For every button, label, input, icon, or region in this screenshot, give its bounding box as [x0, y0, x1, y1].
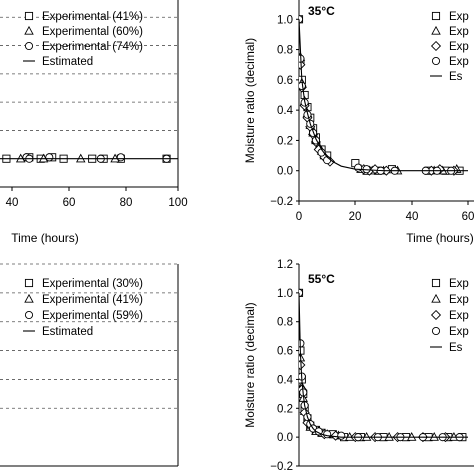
y-tick-label: 0.2	[277, 403, 293, 415]
legend-symbol-triangle	[431, 293, 441, 303]
data-point-circle	[354, 163, 363, 172]
legend-symbol-circle	[24, 41, 34, 51]
panel-title: 55°C	[308, 272, 335, 286]
legend-label: Es	[449, 71, 463, 83]
y-tick-label: 0.8	[277, 317, 293, 329]
y-tick-label: 0.4	[277, 374, 294, 386]
data-point-circle	[323, 430, 332, 439]
data-point-circle	[45, 153, 54, 162]
chart-panel-3: Experimental (30%) Experimental (41%) Expe…	[0, 263, 179, 467]
legend-label: Experimental (59%)	[42, 310, 143, 322]
plot-area	[0, 153, 178, 163]
data-point-circle	[337, 431, 346, 440]
legend-label: Experimental (30%)	[42, 278, 143, 290]
legend-symbol-diamond	[430, 309, 442, 321]
y-tick-label: −0.2	[270, 461, 293, 473]
legend-symbol-square	[431, 278, 441, 288]
data-point-circle	[116, 153, 125, 162]
legend-label: Experimental (41%)	[42, 11, 143, 23]
legend: Experimental (30%) Experimental (41%) Expe…	[23, 278, 143, 338]
x-tick-label: 20	[349, 211, 362, 223]
x-tick-label: 40	[6, 197, 19, 209]
y-tick-label: 0.6	[277, 75, 293, 87]
legend-label: Exp	[449, 11, 469, 23]
legend-symbol-circle	[431, 56, 441, 66]
legend-label: Exp	[449, 326, 469, 338]
legend-symbol-triangle	[431, 25, 441, 35]
y-tick-label: 1.0	[277, 288, 293, 300]
legend-symbol-triangle	[24, 293, 34, 303]
y-tick-label: 1.2	[277, 259, 293, 271]
chart-panel-2: −0.2 0.0 0.2 0.4 0.6 0.8 1.0 Moisture ratio (de…	[243, 0, 474, 245]
legend: Exp Exp Exp Exp Es	[430, 278, 469, 354]
x-tick-label: 100	[168, 197, 187, 209]
y-tick-label: 0.0	[277, 166, 293, 178]
data-point-circle	[299, 288, 304, 297]
legend-label: Exp	[449, 278, 469, 290]
x-tick-label: 80	[120, 197, 133, 209]
plot-area	[299, 288, 468, 443]
legend-symbol-diamond	[430, 40, 442, 52]
y-tick-label: −0.2	[270, 196, 293, 208]
legend-label: Experimental (60%)	[42, 26, 143, 38]
legend-symbol-circle	[431, 326, 441, 336]
legend-label: Experimental (74%)	[42, 41, 143, 53]
x-tick-label: 40	[406, 211, 419, 223]
x-tick-label: 60	[462, 211, 474, 223]
x-tick-label: 0	[296, 211, 302, 223]
legend-label: Experimental (41%)	[42, 294, 143, 306]
legend-symbol-triangle	[24, 25, 34, 35]
legend: Exp Exp Exp Exp Es	[430, 11, 469, 83]
y-tick-label: 0.6	[277, 346, 293, 358]
x-axis-label: Time (hours)	[406, 231, 474, 245]
y-tick-label: 1.0	[277, 14, 293, 26]
legend-symbol-square	[24, 278, 34, 288]
plot-area	[299, 15, 468, 176]
legend-label: Exp	[449, 294, 469, 306]
y-tick-label: 0.8	[277, 45, 293, 57]
legend-symbol-square	[24, 11, 34, 21]
legend-label: Exp	[449, 56, 469, 68]
chart-panel-4: −0.2 0.0 0.2 0.4 0.6 0.8 1.0 1.2 Moisture ratio …	[243, 259, 474, 473]
y-tick-label: 0.2	[277, 135, 293, 147]
x-axis-label: Time (hours)	[11, 231, 79, 245]
legend-label: Estimated	[42, 56, 93, 68]
data-point-circle	[299, 15, 304, 24]
y-tick-label: 0.4	[277, 105, 294, 117]
legend-label: Exp	[449, 310, 469, 322]
x-tick-label: 60	[63, 197, 76, 209]
legend: Experimental (41%) Experimental (60%) Expe…	[23, 11, 143, 68]
legend-label: Exp	[449, 26, 469, 38]
y-tick-label: 0.0	[277, 432, 293, 444]
y-axis-label: Moisture ratio (decimal)	[243, 302, 257, 427]
estimated-curve	[299, 19, 468, 172]
legend-label: Exp	[449, 41, 469, 53]
panel-title: 35°C	[308, 4, 335, 18]
y-axis-label: Moisture ratio (decimal)	[243, 38, 257, 163]
legend-label: Estimated	[42, 326, 93, 338]
legend-label: Es	[449, 342, 463, 354]
legend-symbol-square	[431, 11, 441, 21]
estimated-curve	[299, 292, 468, 438]
legend-symbol-circle	[24, 310, 34, 320]
